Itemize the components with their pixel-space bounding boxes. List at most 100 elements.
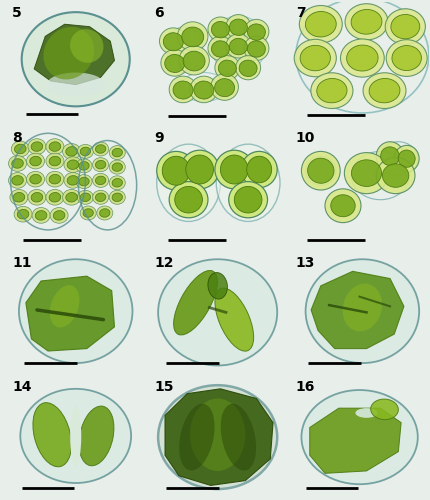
Ellipse shape <box>173 270 217 335</box>
Ellipse shape <box>235 56 260 80</box>
Ellipse shape <box>344 4 387 40</box>
Polygon shape <box>309 408 400 474</box>
Ellipse shape <box>64 157 82 172</box>
Ellipse shape <box>92 158 108 172</box>
Text: 9: 9 <box>154 131 163 145</box>
Text: 15: 15 <box>154 380 173 394</box>
Ellipse shape <box>178 46 209 75</box>
Ellipse shape <box>46 72 104 96</box>
Text: 14: 14 <box>12 380 31 394</box>
Ellipse shape <box>10 190 28 205</box>
Ellipse shape <box>180 150 218 189</box>
Text: 8: 8 <box>12 131 22 145</box>
Ellipse shape <box>215 150 253 189</box>
Ellipse shape <box>112 178 122 187</box>
Ellipse shape <box>243 36 268 60</box>
Ellipse shape <box>397 150 414 168</box>
Ellipse shape <box>158 259 276 366</box>
Ellipse shape <box>79 162 89 170</box>
Ellipse shape <box>35 210 47 220</box>
Ellipse shape <box>66 146 77 156</box>
Text: 16: 16 <box>295 380 314 394</box>
Ellipse shape <box>32 208 50 223</box>
Ellipse shape <box>95 176 106 184</box>
Ellipse shape <box>241 152 276 188</box>
Ellipse shape <box>43 27 94 80</box>
Ellipse shape <box>76 174 92 188</box>
Ellipse shape <box>79 178 89 186</box>
Ellipse shape <box>164 54 184 72</box>
Ellipse shape <box>67 160 79 170</box>
Ellipse shape <box>234 186 261 213</box>
Ellipse shape <box>27 172 44 187</box>
Ellipse shape <box>76 159 92 173</box>
Text: 12: 12 <box>154 256 173 270</box>
Ellipse shape <box>9 172 27 188</box>
Ellipse shape <box>173 81 193 99</box>
Ellipse shape <box>70 406 81 466</box>
Ellipse shape <box>14 206 32 222</box>
Ellipse shape <box>62 144 80 159</box>
Ellipse shape <box>92 142 108 156</box>
Ellipse shape <box>30 156 41 166</box>
Ellipse shape <box>225 14 250 38</box>
Ellipse shape <box>362 73 405 108</box>
Ellipse shape <box>19 259 132 363</box>
Ellipse shape <box>177 22 208 51</box>
Ellipse shape <box>305 12 335 37</box>
Polygon shape <box>310 272 403 348</box>
Ellipse shape <box>355 408 377 418</box>
Ellipse shape <box>53 210 65 220</box>
Ellipse shape <box>169 76 197 102</box>
Ellipse shape <box>157 152 195 190</box>
Ellipse shape <box>218 60 236 76</box>
Ellipse shape <box>185 155 213 184</box>
Ellipse shape <box>294 40 335 77</box>
Ellipse shape <box>46 153 64 169</box>
Ellipse shape <box>28 138 46 154</box>
Ellipse shape <box>174 186 202 213</box>
Ellipse shape <box>95 160 106 169</box>
Polygon shape <box>26 276 114 351</box>
Ellipse shape <box>31 142 43 152</box>
Ellipse shape <box>239 60 257 76</box>
Ellipse shape <box>247 41 265 57</box>
Ellipse shape <box>22 12 129 106</box>
Ellipse shape <box>316 78 346 103</box>
Ellipse shape <box>208 17 232 41</box>
Text: 13: 13 <box>295 256 314 270</box>
Ellipse shape <box>225 34 250 58</box>
Ellipse shape <box>208 36 232 60</box>
Ellipse shape <box>390 14 419 39</box>
Ellipse shape <box>350 160 381 186</box>
Ellipse shape <box>109 190 125 204</box>
Ellipse shape <box>13 192 25 202</box>
Text: 6: 6 <box>154 6 163 20</box>
Ellipse shape <box>310 73 352 108</box>
Ellipse shape <box>15 144 26 154</box>
Ellipse shape <box>12 176 23 185</box>
Ellipse shape <box>220 404 255 470</box>
Ellipse shape <box>190 76 217 102</box>
Ellipse shape <box>246 156 271 183</box>
Ellipse shape <box>183 51 205 71</box>
Ellipse shape <box>31 192 43 202</box>
Ellipse shape <box>350 10 381 34</box>
Ellipse shape <box>305 259 418 363</box>
Ellipse shape <box>370 399 397 419</box>
Ellipse shape <box>46 138 64 154</box>
Ellipse shape <box>216 144 280 222</box>
Ellipse shape <box>27 153 44 169</box>
Ellipse shape <box>307 158 333 184</box>
Ellipse shape <box>228 182 267 218</box>
Ellipse shape <box>62 190 80 205</box>
Ellipse shape <box>92 174 108 188</box>
Ellipse shape <box>169 182 208 218</box>
Ellipse shape <box>11 141 29 157</box>
Ellipse shape <box>210 74 238 101</box>
Ellipse shape <box>33 402 71 467</box>
Ellipse shape <box>79 406 114 466</box>
Ellipse shape <box>12 158 23 168</box>
Ellipse shape <box>384 9 424 44</box>
Ellipse shape <box>342 284 381 332</box>
